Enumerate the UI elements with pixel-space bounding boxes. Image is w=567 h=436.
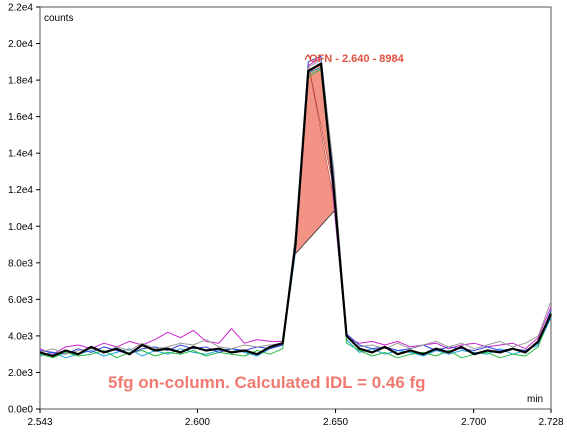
y-tick-label: 1.8e4 (8, 76, 33, 87)
y-tick-label: 2.2e4 (8, 3, 33, 14)
x-tick-label: 2.650 (323, 417, 348, 428)
y-tick-label: 6.0e3 (8, 295, 33, 306)
y-tick-label: 1.6e4 (8, 112, 33, 123)
y-tick-label: 2.0e3 (8, 368, 33, 379)
y-axis-label: counts (44, 13, 73, 24)
x-tick-label: 2.543 (27, 417, 52, 428)
peak-label: OFN - 2.640 - 8984 (309, 53, 405, 65)
y-tick-label: 2.0e4 (8, 39, 33, 50)
peak-baseline (293, 209, 336, 256)
x-tick-label: 2.600 (185, 417, 210, 428)
y-tick-label: 0.0e0 (8, 405, 33, 416)
axis-layer: 0.0e0 2.0e3 4.0e3 6.0e3 8.0e3 1.0e4 1.2e4 1.4e4… (8, 3, 564, 429)
y-tick-label: 4.0e3 (8, 331, 33, 342)
plot-area-frame (39, 6, 552, 410)
y-tick-label: 1.0e4 (8, 222, 33, 233)
peak-apex-marker (304, 53, 312, 61)
idl-annotation: 5fg on-column. Calculated IDL = 0.46 fg (108, 373, 426, 392)
y-tick-label: 1.4e4 (8, 149, 33, 160)
y-tick-label: 1.2e4 (8, 185, 33, 196)
series-line (39, 62, 552, 358)
y-tick-label: 8.0e3 (8, 258, 33, 269)
x-tick-label: 2.700 (461, 417, 486, 428)
x-tick-label: 2.728 (538, 417, 563, 428)
series-layer (39, 53, 552, 359)
x-axis-label: min (527, 394, 543, 405)
